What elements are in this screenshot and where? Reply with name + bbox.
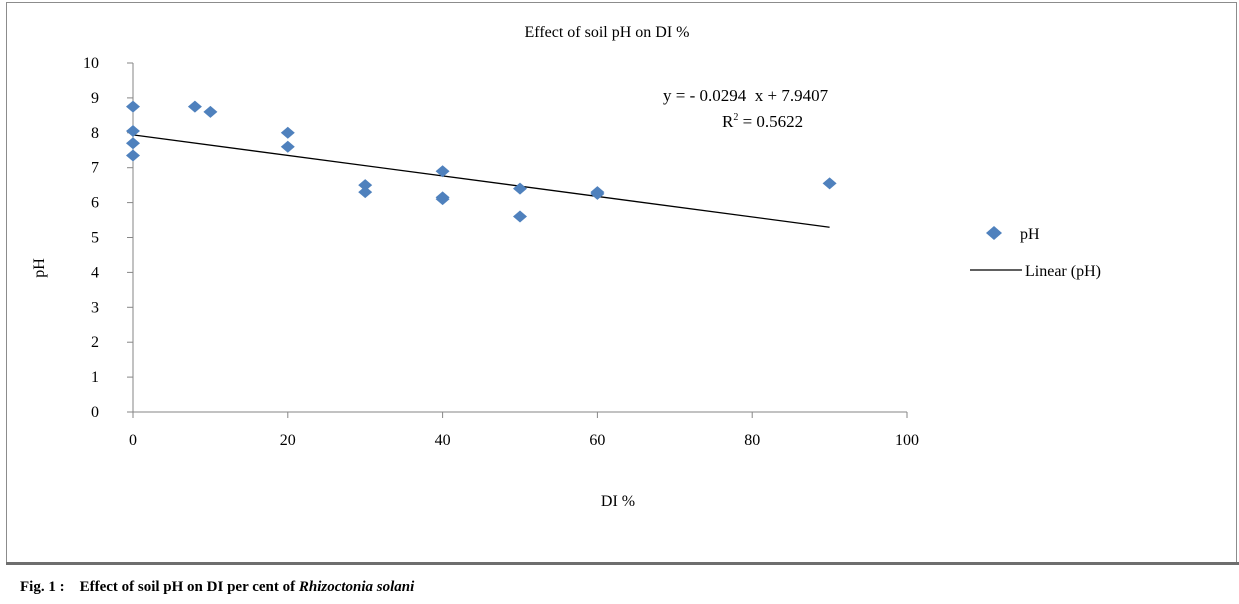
r2-label: R2 = 0.5622	[722, 112, 803, 131]
x-tick-label: 100	[895, 432, 919, 449]
chart-title: Effect of soil pH on DI %	[525, 24, 690, 41]
legend-label-ph: pH	[1020, 226, 1040, 243]
trendline-path	[132, 134, 830, 228]
data-point	[513, 210, 527, 223]
data-point	[126, 149, 140, 162]
y-tick-label: 1	[91, 369, 99, 386]
caption-organism: Rhizoctonia solani	[298, 579, 415, 595]
data-point	[822, 177, 837, 190]
caption-rule	[6, 562, 1239, 565]
data-point	[126, 125, 140, 138]
x-tick-label: 60	[589, 432, 605, 449]
data-point	[187, 100, 202, 113]
data-point	[358, 186, 373, 199]
data-point	[126, 100, 140, 113]
x-tick-label: 80	[744, 432, 760, 449]
y-tick-label: 0	[91, 404, 99, 421]
legend: pH Linear (pH)	[970, 226, 1101, 280]
equation-label: y = - 0.0294 x + 7.9407	[663, 86, 829, 105]
data-point	[126, 137, 140, 150]
data-point	[358, 179, 373, 192]
y-tick-label: 3	[91, 299, 99, 316]
y-tick-label: 6	[91, 195, 99, 212]
data-point	[435, 165, 450, 178]
data-point	[203, 105, 218, 118]
y-tick-label: 8	[91, 125, 99, 142]
x-tick-label: 20	[280, 432, 296, 449]
caption-prefix: Fig. 1 : Effect of soil pH on DI per cen…	[20, 579, 299, 595]
y-tick-label: 4	[91, 264, 99, 281]
trendline	[132, 134, 830, 228]
data-point	[590, 187, 605, 200]
data-point	[513, 182, 527, 195]
data-point	[280, 140, 295, 153]
x-tick-label: 40	[435, 432, 451, 449]
x-axis-label: DI %	[601, 493, 635, 510]
data-point	[280, 126, 295, 139]
legend-label-linear: Linear (pH)	[1025, 263, 1101, 280]
y-tick-label: 9	[91, 90, 99, 107]
y-tick-label: 10	[83, 55, 99, 72]
legend-marker-ph	[986, 226, 1002, 240]
x-tick-label: 0	[129, 432, 137, 449]
y-tick-label: 7	[91, 160, 99, 177]
figure-caption: Fig. 1 : Effect of soil pH on DI per cen…	[20, 579, 414, 596]
y-tick-label: 2	[91, 334, 99, 351]
y-tick-label: 5	[91, 230, 99, 247]
data-points	[126, 100, 837, 223]
data-point	[435, 193, 450, 206]
chart-frame	[6, 2, 1237, 563]
y-axis-label: pH	[31, 258, 48, 278]
